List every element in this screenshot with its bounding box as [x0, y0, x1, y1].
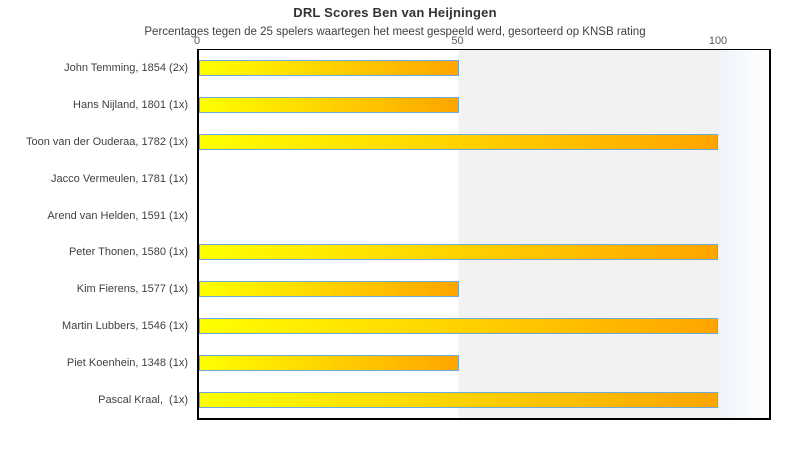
y-axis-label: Kim Fierens, 1577 (1x)	[76, 283, 188, 296]
x-tick-label: 0	[193, 35, 201, 47]
chart-subtitle: Percentages tegen de 25 spelers waartege…	[144, 26, 646, 38]
bar	[199, 281, 459, 298]
bar	[199, 354, 459, 371]
bar	[199, 244, 718, 261]
y-axis-label: Peter Thonen, 1580 (1x)	[68, 246, 188, 259]
x-tick-label: 50	[451, 35, 464, 47]
y-axis-label: Toon van der Ouderaa, 1782 (1x)	[25, 135, 188, 148]
plot-area	[197, 49, 771, 420]
y-axis-label: Pascal Kraal, (1x)	[98, 393, 188, 406]
y-axis-label: Piet Koenhein, 1348 (1x)	[66, 356, 188, 369]
bar	[199, 134, 718, 150]
y-axis-label: Martin Lubbers, 1546 (1x)	[62, 319, 188, 332]
bar	[199, 391, 718, 408]
y-axis-label: Jacco Vermeulen, 1781 (1x)	[51, 172, 188, 185]
x-tick-label: 100	[708, 35, 728, 47]
bar	[199, 97, 459, 114]
bar	[199, 318, 718, 334]
y-axis-label: John Temming, 1854 (2x)	[64, 62, 188, 75]
y-axis-label: Arend van Helden, 1591 (1x)	[47, 209, 188, 222]
y-axis-label: Hans Nijland, 1801 (1x)	[73, 99, 188, 112]
chart-title: DRL Scores Ben van Heijningen	[293, 5, 497, 20]
bar	[199, 60, 459, 77]
